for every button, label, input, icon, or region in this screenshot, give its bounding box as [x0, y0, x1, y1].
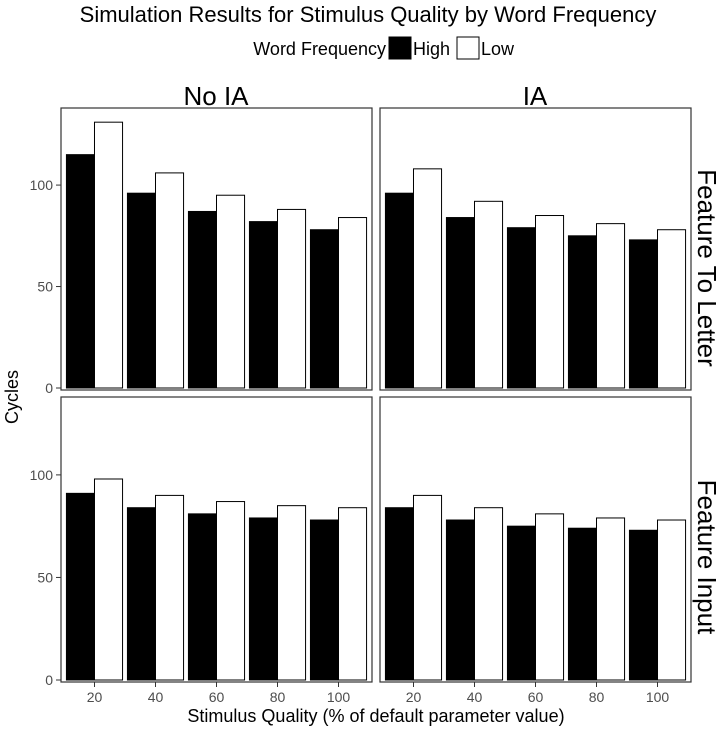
- bar-low-40: [154, 172, 185, 389]
- bar-high-80: [567, 235, 598, 389]
- bar-high-40: [126, 507, 156, 681]
- bar-low-80: [277, 208, 307, 389]
- y-tick-label: 50: [37, 569, 53, 585]
- panel-no-ia-feature-input: 0 50 100 20 40 60 80 100: [30, 396, 373, 705]
- bar-low-40: [154, 494, 185, 681]
- bar-low-20: [93, 478, 124, 681]
- bar-high-40: [445, 217, 475, 389]
- bar-high-40: [445, 519, 475, 681]
- bar-low-60: [535, 215, 565, 389]
- panel-ia-feature-input: 20 40 60 80 100: [379, 396, 692, 705]
- bar-high-20: [65, 492, 95, 681]
- y-tick-label: 0: [45, 380, 53, 396]
- x-tick-label: 20: [406, 689, 422, 705]
- bar-high-40: [126, 192, 156, 389]
- y-tick-label: 50: [37, 279, 53, 295]
- x-axis-label: Stimulus Quality (% of default parameter…: [187, 706, 564, 726]
- bar-low-40: [473, 200, 504, 389]
- bar-low-100: [657, 519, 687, 681]
- facet-panels: 0 50 100 0 50 100 20 40 60 80 100 20 40 60 80 100: [30, 107, 692, 705]
- facet-label-no-ia: No IA: [183, 81, 249, 111]
- bar-low-80: [596, 223, 626, 389]
- chart-title: Simulation Results for Stimulus Quality …: [80, 2, 657, 27]
- bar-high-100: [309, 519, 340, 681]
- panel-ia-feature-to-letter: [379, 107, 692, 391]
- bar-low-40: [473, 507, 504, 681]
- bar-high-100: [628, 529, 659, 681]
- bar-low-60: [216, 501, 246, 681]
- bar-low-100: [338, 507, 368, 681]
- bar-high-80: [248, 517, 279, 681]
- bar-high-100: [628, 239, 659, 389]
- y-axis-label: Cycles: [2, 370, 22, 424]
- bar-high-60: [187, 513, 217, 681]
- x-tick-label: 40: [467, 689, 483, 705]
- bar-low-60: [216, 194, 246, 389]
- x-tick-label: 60: [209, 689, 225, 705]
- x-tick-label: 100: [646, 689, 670, 705]
- legend-key-low: [456, 36, 480, 60]
- legend-label-low: Low: [481, 39, 515, 59]
- panel-no-ia-feature-to-letter: 0 50 100: [30, 107, 373, 396]
- bar-low-20: [412, 168, 443, 389]
- facet-label-feature-to-letter: Feature To Letter: [692, 169, 721, 367]
- bar-high-80: [248, 221, 279, 389]
- y-tick-label: 0: [45, 672, 53, 688]
- bar-high-60: [506, 525, 537, 681]
- y-tick-label: 100: [30, 467, 54, 483]
- bar-high-20: [384, 507, 414, 681]
- bar-low-80: [596, 517, 626, 681]
- x-tick-label: 80: [589, 689, 605, 705]
- x-tick-label: 60: [528, 689, 544, 705]
- legend: Word Frequency High Low: [253, 36, 515, 60]
- bar-high-60: [187, 210, 217, 389]
- y-tick-label: 100: [30, 177, 54, 193]
- x-tick-label: 40: [148, 689, 164, 705]
- bar-high-60: [506, 227, 537, 389]
- bar-low-60: [535, 513, 565, 681]
- bar-low-20: [93, 121, 124, 389]
- bar-low-80: [277, 505, 307, 681]
- x-tick-label: 80: [270, 689, 286, 705]
- bar-high-80: [567, 527, 598, 681]
- bar-high-100: [309, 229, 340, 389]
- bar-high-20: [384, 192, 414, 389]
- bar-low-100: [338, 217, 368, 389]
- legend-label-high: High: [413, 39, 450, 59]
- facet-label-ia: IA: [523, 81, 548, 111]
- x-tick-label: 20: [87, 689, 103, 705]
- bar-low-100: [657, 229, 687, 389]
- legend-key-high: [388, 36, 412, 60]
- bar-low-20: [412, 494, 443, 681]
- facet-label-feature-input: Feature Input: [692, 480, 721, 635]
- x-tick-label: 100: [327, 689, 351, 705]
- bar-high-20: [65, 154, 95, 389]
- legend-title: Word Frequency: [253, 39, 386, 59]
